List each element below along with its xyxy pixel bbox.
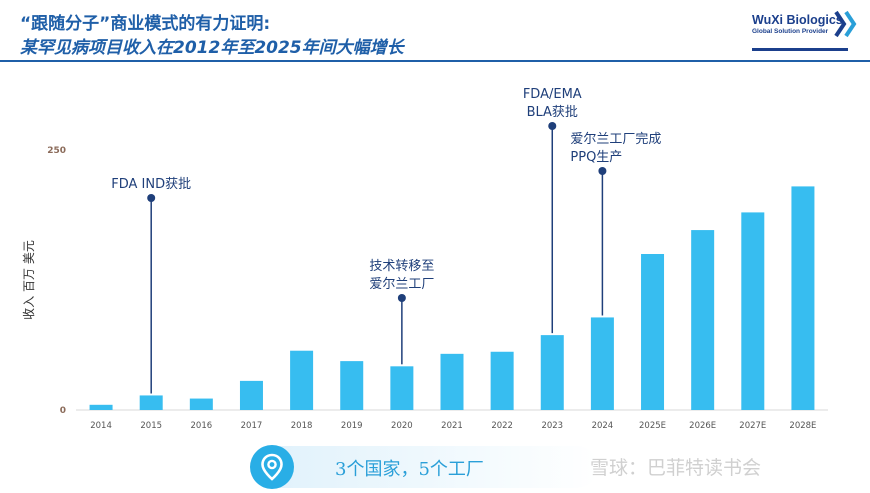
y-axis-label: 收入 百万 美元 xyxy=(22,240,36,320)
bar-2021 xyxy=(440,353,464,410)
x-tick-label: 2023 xyxy=(541,421,563,431)
annotation-dot-2024 xyxy=(598,167,607,175)
summary-text: 3个国家，5个工厂 xyxy=(335,459,484,480)
x-tick-label: 2022 xyxy=(491,421,513,431)
annotation-label-2024: 爱尔兰工厂完成 xyxy=(570,132,661,147)
annotation-label-2023: FDA/EMA xyxy=(523,87,582,102)
summary-pill xyxy=(252,446,598,488)
annotation-dot-2020 xyxy=(397,294,406,302)
watermark: 雪球：巴菲特读书会 xyxy=(590,457,762,479)
bar-2014 xyxy=(89,404,113,410)
annotation-label-2024: PPQ生产 xyxy=(570,150,622,165)
bar-2015 xyxy=(139,395,163,410)
x-tick-label: 2028E xyxy=(789,421,816,431)
bar-2023 xyxy=(540,335,564,410)
x-tick-label: 2020 xyxy=(391,421,413,431)
x-tick-label: 2016 xyxy=(191,421,213,431)
bar-2020 xyxy=(390,366,414,410)
y-tick-label: 250 xyxy=(47,146,66,156)
bar-2024 xyxy=(590,317,614,410)
y-tick-label: 0 xyxy=(60,406,66,416)
x-tick-label: 2024 xyxy=(592,421,614,431)
annotation-label-2020: 技术转移至 xyxy=(369,259,434,274)
x-tick-label: 2027E xyxy=(739,421,766,431)
x-tick-label: 2017 xyxy=(241,421,263,431)
bar-2026E xyxy=(691,230,715,410)
x-tick-label: 2026E xyxy=(689,421,716,431)
bar-2017 xyxy=(239,380,263,410)
bar-2016 xyxy=(189,398,213,410)
page-subtitle: 某罕见病项目收入在2012年至2025年间大幅增长 xyxy=(20,38,404,58)
annotation-label-2023: BLA获批 xyxy=(527,105,578,120)
x-tick-label: 2019 xyxy=(341,421,363,431)
x-tick-label: 2021 xyxy=(441,421,463,431)
logo-mark-icon xyxy=(834,10,857,38)
page-title: “跟随分子”商业模式的有力证明: xyxy=(20,14,271,34)
bar-2019 xyxy=(340,361,364,410)
bar-2025E xyxy=(641,254,665,410)
annotation-dot-2015 xyxy=(147,194,156,202)
bar-2028E xyxy=(791,186,815,410)
header-divider xyxy=(0,60,870,62)
logo-underline xyxy=(752,48,848,51)
annotation-label-2020: 爱尔兰工厂 xyxy=(369,277,434,292)
company-logo: WuXi Biologics Global Solution Provider xyxy=(752,13,848,51)
bar-2018 xyxy=(290,350,314,410)
x-tick-label: 2025E xyxy=(639,421,666,431)
logo-name: WuXi Biologics xyxy=(752,13,843,27)
bar-2027E xyxy=(741,212,765,410)
annotation-label-2015: FDA IND获批 xyxy=(111,177,191,192)
annotation-dot-2023 xyxy=(548,122,557,130)
logo-tagline: Global Solution Provider xyxy=(752,28,829,35)
x-tick-label: 2018 xyxy=(291,421,313,431)
location-pin-badge xyxy=(250,445,294,489)
location-pin-icon xyxy=(261,453,283,481)
x-tick-label: 2015 xyxy=(140,421,162,431)
bar-2022 xyxy=(490,351,514,410)
x-tick-label: 2014 xyxy=(90,421,112,431)
